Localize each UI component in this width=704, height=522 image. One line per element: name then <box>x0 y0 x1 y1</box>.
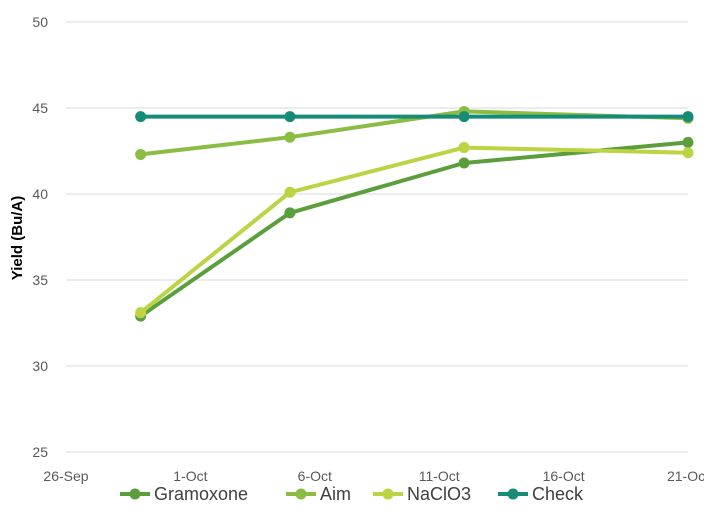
legend-swatch-marker <box>507 488 519 500</box>
data-point <box>682 147 694 159</box>
legend-item: Aim <box>286 484 351 504</box>
data-point <box>284 131 296 143</box>
legend-swatch-marker <box>295 488 307 500</box>
grid-lines <box>66 21 688 453</box>
y-tick-labels: 25 30 35 40 45 50 <box>32 14 48 460</box>
legend-label: Gramoxone <box>154 484 248 504</box>
data-point <box>135 307 147 319</box>
legend-swatch-marker <box>382 488 394 500</box>
series-gramoxone <box>135 136 694 322</box>
legend-item: Gramoxone <box>120 484 248 504</box>
data-point <box>458 157 470 169</box>
y-tick-label: 35 <box>32 272 48 288</box>
y-axis-label: Yield (Bu/A) <box>9 196 26 280</box>
data-point <box>284 207 296 219</box>
legend-label: Aim <box>320 484 351 504</box>
legend-item: Check <box>498 484 584 504</box>
data-point <box>135 148 147 160</box>
legend-item: NaClO3 <box>373 484 471 504</box>
legend-label: NaClO3 <box>407 484 471 504</box>
data-point <box>284 186 296 198</box>
series-line <box>138 140 690 319</box>
x-tick-label: 21-Oct <box>667 468 704 484</box>
legend-label: Check <box>532 484 584 504</box>
series-group <box>135 105 694 322</box>
y-tick-label: 30 <box>32 358 48 374</box>
x-tick-label: 26-Sep <box>43 468 88 484</box>
x-tick-labels: 26-Sep 1-Oct 6-Oct 11-Oct 16-Oct 21-Oct <box>43 468 704 484</box>
data-point <box>284 111 296 123</box>
y-tick-label: 40 <box>32 186 48 202</box>
y-tick-label: 25 <box>32 444 48 460</box>
data-point <box>135 111 147 123</box>
x-tick-label: 6-Oct <box>298 468 332 484</box>
y-tick-label: 45 <box>32 100 48 116</box>
data-point <box>458 142 470 154</box>
x-tick-label: 16-Oct <box>543 468 585 484</box>
data-point <box>682 111 694 123</box>
data-point <box>458 111 470 123</box>
y-tick-label: 50 <box>32 14 48 30</box>
series-check <box>135 111 694 123</box>
x-tick-label: 1-Oct <box>173 468 207 484</box>
series-line <box>138 145 690 315</box>
data-point <box>682 136 694 148</box>
legend: Gramoxone Aim NaClO3 Check <box>120 484 584 504</box>
legend-swatch-marker <box>129 488 141 500</box>
series-naclo3 <box>135 142 694 319</box>
x-tick-label: 11-Oct <box>419 468 460 484</box>
